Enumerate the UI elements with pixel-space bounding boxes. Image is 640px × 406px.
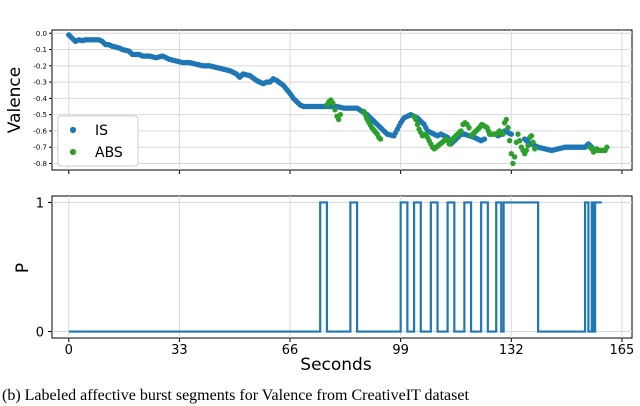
data-point-is	[481, 136, 488, 142]
legend-marker-abs	[69, 148, 77, 156]
probability-x-tick-label: 132	[499, 343, 524, 358]
data-point-abs	[523, 147, 530, 154]
data-point-abs	[503, 116, 509, 123]
valence-y-tick-label: -0.1	[33, 46, 47, 54]
data-point-abs	[511, 154, 518, 160]
probability-y-tick-label: 0	[36, 326, 44, 341]
valence-y-tick-label: 0.0	[36, 30, 47, 38]
legend-marker-is	[69, 126, 77, 134]
data-point-abs	[377, 136, 384, 142]
data-point-abs	[508, 151, 515, 157]
valence-y-tick-label: -0.8	[33, 160, 47, 168]
probability-series	[68, 201, 602, 333]
series-abs	[324, 97, 610, 167]
probability-y-ticks: 01	[36, 196, 52, 341]
data-point-is	[508, 131, 515, 137]
data-point-abs	[515, 131, 521, 137]
figure-caption: (b) Labeled affective burst segments for…	[2, 387, 469, 404]
data-point-abs	[525, 142, 531, 149]
legend-label-abs: ABS	[95, 145, 123, 161]
probability-x-tick-label: 0	[65, 343, 73, 358]
data-point-abs	[530, 139, 536, 146]
data-point-abs	[332, 107, 338, 113]
data-point-abs	[413, 116, 419, 123]
valence-y-tick-label: -0.2	[33, 62, 47, 70]
valence-y-tick-label: -0.4	[33, 95, 47, 103]
probability-x-tick-label: 66	[282, 343, 299, 358]
data-point-abs	[532, 146, 538, 152]
valence-y-tick-label: -0.3	[33, 79, 47, 87]
valence-legend: IS ABS	[57, 115, 139, 167]
data-point-abs	[330, 100, 336, 106]
probability-plot-frame	[51, 195, 633, 339]
valence-y-tick-label: -0.6	[33, 127, 47, 135]
data-point-abs	[414, 121, 421, 128]
data-point-abs	[505, 124, 511, 131]
valence-series	[66, 32, 610, 167]
probability-panel: 01 0 33 66 99 132 165 P Seconds	[13, 195, 635, 375]
probability-x-tick-label: 33	[171, 343, 188, 358]
data-point-abs	[500, 131, 506, 137]
probability-step-line	[68, 201, 602, 333]
data-point-abs	[516, 137, 523, 144]
probability-y-tick-label: 1	[36, 196, 44, 211]
valence-y-axis-label: Valence	[5, 67, 25, 134]
x-axis-label: Seconds	[300, 355, 372, 375]
valence-x-ticks	[68, 170, 623, 174]
legend-label-is: IS	[95, 123, 108, 139]
data-point-abs	[335, 116, 342, 123]
data-point-abs	[506, 137, 513, 144]
data-point-abs	[466, 124, 472, 131]
probability-x-tick-label: 165	[610, 343, 635, 358]
data-point-abs	[604, 144, 610, 150]
valence-panel: 0.0 -0.1 -0.2 -0.3 -0.4 -0.5 -0.6 -0.7 -0.8 Vale…	[5, 29, 633, 174]
data-point-abs	[458, 128, 464, 134]
data-point-abs	[528, 133, 535, 139]
series-is	[66, 32, 595, 154]
data-point-abs	[337, 111, 344, 118]
probability-x-tick-label: 99	[392, 343, 409, 358]
valence-y-tick-label: -0.7	[33, 144, 47, 152]
data-point-abs	[510, 160, 516, 167]
probability-y-axis-label: P	[13, 263, 33, 273]
legend-box	[57, 115, 139, 167]
probability-x-ticks: 0 33 66 99 132 165	[65, 338, 635, 358]
valence-y-tick-label: -0.5	[33, 111, 47, 119]
valence-y-ticks: 0.0 -0.1 -0.2 -0.3 -0.4 -0.5 -0.6 -0.7 -0.8	[33, 30, 52, 168]
